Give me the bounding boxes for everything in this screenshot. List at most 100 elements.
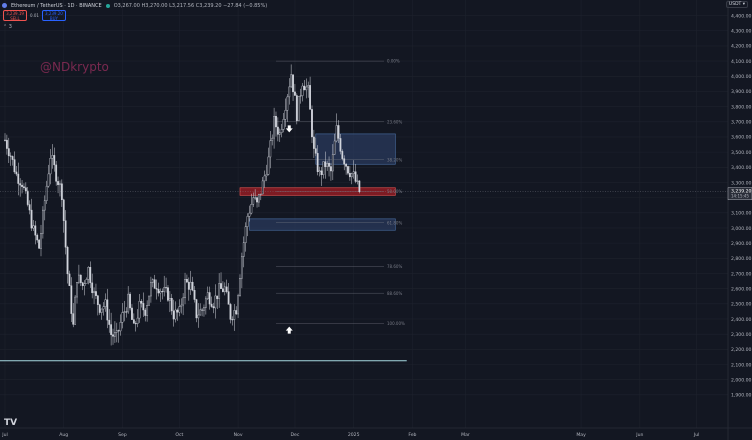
fib-level-label: 38.20% xyxy=(387,157,402,162)
candle-body xyxy=(265,174,268,177)
candle-body xyxy=(119,322,122,332)
candle-body xyxy=(273,116,275,139)
y-tick-label: 2,300.00 xyxy=(731,332,752,338)
arrow-down-icon xyxy=(285,125,293,133)
candle-body xyxy=(17,173,20,184)
candle-body xyxy=(271,137,274,141)
candle-body xyxy=(155,288,158,290)
candle-body xyxy=(165,287,167,289)
symbol-icon xyxy=(2,3,7,8)
y-tick-label: 2,500.00 xyxy=(731,302,752,308)
candle-body xyxy=(292,74,294,93)
candle-body xyxy=(328,163,330,167)
candle-body xyxy=(74,296,77,325)
candle-body xyxy=(233,310,236,320)
candle-body xyxy=(309,85,311,110)
candle-body xyxy=(150,282,152,297)
candle-body xyxy=(5,139,8,149)
candle-body xyxy=(79,274,82,283)
trade-panel: 3,239.19 SELL 0.01 3,239.20 BUY xyxy=(3,10,66,21)
candle-body xyxy=(288,86,291,98)
candle-body xyxy=(167,287,169,301)
x-tick-label: 2025 xyxy=(348,432,360,438)
symbol-title[interactable]: Ethereum / TetherUS · 1D · BINANCE xyxy=(11,2,102,9)
x-tick-label: Nov xyxy=(234,432,243,438)
candle-body xyxy=(258,194,260,203)
buy-label: BUY xyxy=(49,15,58,21)
candle-body xyxy=(246,216,249,227)
candle-body xyxy=(303,85,306,91)
indicator-toggle[interactable]: ⌃ 3 xyxy=(3,24,12,30)
candle-body xyxy=(276,126,279,135)
candle-body xyxy=(64,220,67,248)
candle-body xyxy=(210,303,213,307)
candle-body xyxy=(151,279,154,283)
current-price-label: 3,239.20 xyxy=(731,188,752,194)
candle-body xyxy=(60,183,63,201)
candle-body xyxy=(168,298,171,301)
candle-body xyxy=(197,314,200,319)
candle-body xyxy=(324,161,327,167)
sell-label: SELL xyxy=(10,15,20,21)
candle-body xyxy=(189,281,192,290)
y-tick-label: 2,100.00 xyxy=(731,362,752,368)
candle-body xyxy=(62,199,65,221)
chevron-down-icon: ▾ xyxy=(742,2,745,7)
candle-body xyxy=(89,267,92,284)
tradingview-logo: TV xyxy=(4,418,18,428)
candle-body xyxy=(121,312,124,323)
candle-body xyxy=(330,166,332,172)
candle-body xyxy=(193,290,196,300)
candle-body xyxy=(201,309,203,311)
candle-body xyxy=(248,212,251,217)
candle-body xyxy=(299,95,302,97)
candle-body xyxy=(112,334,114,337)
candle-body xyxy=(40,233,42,249)
candle-body xyxy=(348,173,351,178)
y-tick-label: 2,400.00 xyxy=(731,317,752,323)
currency-selector[interactable]: USDT ▾ xyxy=(725,1,748,8)
candle-body xyxy=(237,295,239,315)
candle-body xyxy=(15,171,18,175)
candle-body xyxy=(220,283,222,289)
candle-body xyxy=(222,288,224,292)
candle-body xyxy=(114,332,116,337)
candle-body xyxy=(24,187,27,192)
candle-body xyxy=(256,197,258,203)
candle-body xyxy=(159,291,162,294)
fib-level-label: 100.00% xyxy=(387,321,405,326)
candle-body xyxy=(263,175,266,182)
candle-body xyxy=(172,310,175,320)
candle-body xyxy=(49,158,52,175)
candle-body xyxy=(350,173,353,178)
fib-level-label: 0.00% xyxy=(387,59,400,64)
candle-body xyxy=(203,307,205,311)
fib-level-label: 50.00% xyxy=(387,189,402,194)
y-tick-label: 2,600.00 xyxy=(731,286,752,292)
candle-body xyxy=(318,170,321,172)
candle-body xyxy=(178,306,181,313)
candle-body xyxy=(343,158,346,165)
candle-body xyxy=(333,140,336,155)
candle-body xyxy=(36,234,39,241)
candle-body xyxy=(110,324,113,335)
candle-body xyxy=(278,132,281,135)
candle-body xyxy=(100,308,103,313)
candle-body xyxy=(240,256,243,279)
candle-body xyxy=(123,311,126,313)
watermark: @NDkrypto xyxy=(40,60,109,74)
candle-body xyxy=(206,292,209,300)
ohlc-values: O3,267.00 H3,270.00 L3,217.56 C3,239.20 … xyxy=(113,2,268,9)
sell-button[interactable]: 3,239.19 SELL xyxy=(3,10,27,21)
candle-body xyxy=(144,309,147,316)
candle-body xyxy=(275,116,277,128)
candle-body xyxy=(148,295,150,306)
buy-button[interactable]: 3,239.20 BUY xyxy=(41,10,66,21)
candle-body xyxy=(153,279,156,289)
candle-body xyxy=(307,85,310,88)
y-tick-label: 3,000.00 xyxy=(731,226,752,232)
candle-body xyxy=(98,304,101,313)
candle-body xyxy=(229,304,232,320)
candle-body xyxy=(26,190,29,205)
